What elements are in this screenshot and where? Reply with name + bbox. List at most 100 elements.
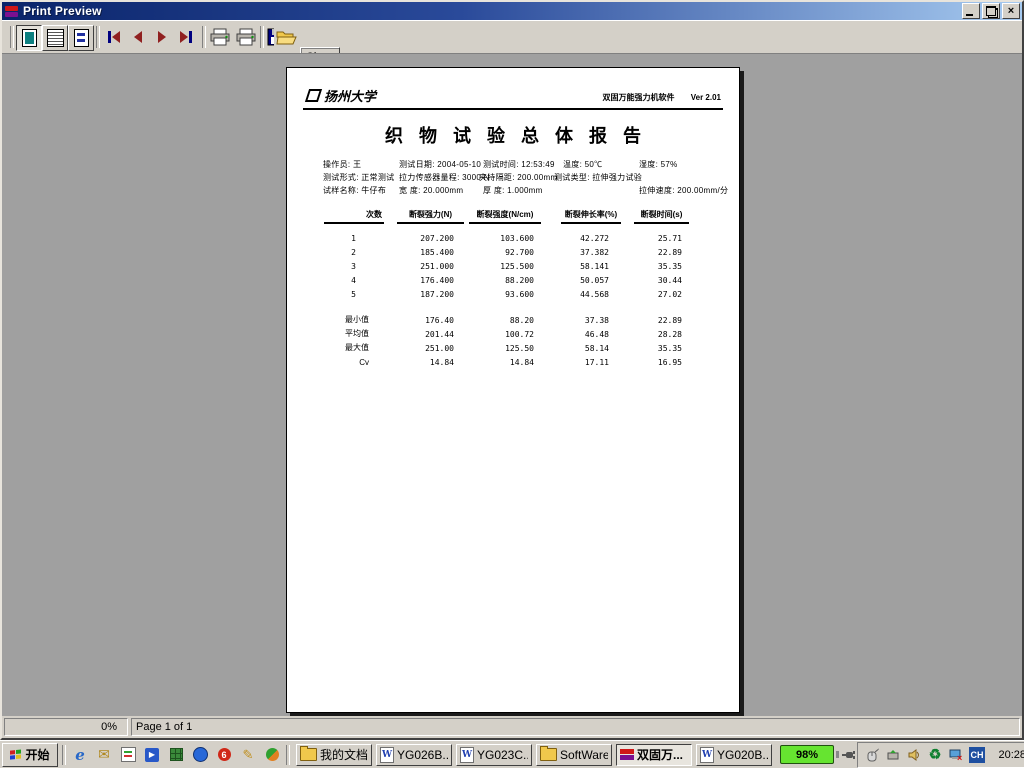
print-button[interactable] bbox=[234, 25, 258, 49]
arrow-right-icon bbox=[180, 31, 188, 43]
input-method-indicator[interactable]: CH bbox=[969, 746, 985, 763]
task-label: YG020B... bbox=[717, 747, 768, 762]
param-sensor-range: 拉力传感器量程: 3000 N bbox=[399, 173, 490, 182]
taskbar-item-yg020b[interactable]: W YG020B... bbox=[696, 743, 772, 766]
toolbar-separator bbox=[202, 26, 206, 48]
media-ball-icon[interactable] bbox=[264, 747, 280, 763]
summary-row-cv: Cv 14.84 14.84 17.11 16.95 bbox=[324, 353, 696, 367]
svg-text:×: × bbox=[957, 753, 962, 762]
cell: 201.44 bbox=[425, 330, 454, 339]
program-grid-icon[interactable] bbox=[168, 747, 184, 763]
cell: 22.89 bbox=[657, 316, 682, 325]
cell: 2 bbox=[351, 248, 356, 257]
load-report-button[interactable] bbox=[274, 25, 298, 49]
cell: 88.200 bbox=[505, 276, 534, 285]
summary-label: 最大值 bbox=[345, 343, 369, 352]
zoom-status-panel: 0% bbox=[4, 718, 128, 736]
ball-icon bbox=[265, 748, 279, 761]
outlook-express-icon[interactable]: ✉ bbox=[98, 746, 110, 762]
param-test-time: 测试时间: 12:53:49 bbox=[483, 160, 555, 169]
last-page-button[interactable] bbox=[174, 25, 198, 49]
taskbar-separator bbox=[286, 744, 290, 765]
param-operator: 操作员: 王 bbox=[323, 160, 362, 169]
internet-explorer-icon[interactable]: e bbox=[75, 745, 85, 764]
cell: 50.057 bbox=[580, 276, 609, 285]
cell: 37.38 bbox=[584, 316, 609, 325]
taskbar-item-shuanggu-active[interactable]: 双固万... bbox=[616, 743, 692, 766]
param-temperature: 温度: 50℃ bbox=[563, 160, 603, 169]
param-test-mode: 测试形式: 正常测试 bbox=[323, 173, 395, 182]
param-humidity: 湿度: 57% bbox=[639, 160, 678, 169]
volume-icon[interactable] bbox=[906, 747, 922, 763]
summary-label: 最小值 bbox=[345, 315, 369, 324]
table-body: 1 207.200 103.600 42.272 25.71 2 185.400… bbox=[324, 229, 696, 299]
report-title: 织物试验总体报告 bbox=[385, 126, 657, 146]
zoom-to-fit-button[interactable] bbox=[16, 25, 42, 51]
paint-brush-icon[interactable]: ✎ bbox=[242, 746, 254, 762]
param-test-date: 测试日期: 2004-05-10 bbox=[399, 160, 482, 169]
cell: 187.200 bbox=[420, 290, 454, 299]
antivirus-monitor-icon[interactable]: ♻ bbox=[928, 746, 942, 762]
taskbar-item-yg026b[interactable]: W YG026B... bbox=[376, 743, 452, 766]
taskbar-item-software[interactable]: SoftWare bbox=[536, 743, 612, 766]
cell: 44.568 bbox=[580, 290, 609, 299]
cell: 35.35 bbox=[657, 262, 682, 271]
first-page-button[interactable] bbox=[102, 25, 126, 49]
page-fit-icon bbox=[21, 29, 37, 47]
mouse-icon[interactable] bbox=[864, 747, 880, 763]
cell: 58.14 bbox=[584, 344, 609, 353]
column-header: 断裂伸长率(%) bbox=[561, 209, 621, 224]
column-header: 断裂时间(s) bbox=[634, 209, 689, 224]
media-player-icon[interactable]: ▶ bbox=[144, 747, 160, 763]
window-title: Print Preview bbox=[23, 4, 102, 18]
text-editor-icon[interactable] bbox=[120, 747, 136, 763]
report-header-right: 双固万能强力机软件 Ver 2.01 bbox=[603, 92, 721, 103]
cell: 16.95 bbox=[657, 358, 682, 367]
cell: 125.500 bbox=[500, 262, 534, 271]
word-document-icon: W bbox=[380, 746, 394, 763]
table-header-row: 次数 断裂强力(N) 断裂强度(N/cm) 断裂伸长率(%) 断裂时间(s) bbox=[324, 210, 696, 224]
taskbar-item-my-documents[interactable]: 我的文档 bbox=[296, 743, 372, 766]
flashget-icon[interactable]: 6 bbox=[216, 747, 232, 763]
minimize-button[interactable] bbox=[962, 3, 980, 19]
printer-setup-button[interactable] bbox=[208, 25, 232, 49]
taskbar: 开始 e ✉ ▶ 6 ✎ 我的文档 W YG026B... W bbox=[0, 740, 1024, 768]
title-bar[interactable]: Print Preview × bbox=[2, 2, 1022, 20]
restore-button[interactable] bbox=[982, 3, 1000, 19]
status-bar: 0% Page 1 of 1 bbox=[2, 716, 1022, 738]
cell: 22.89 bbox=[657, 248, 682, 257]
preview-workspace: 扬州大学 双固万能强力机软件 Ver 2.01 织物试验总体报告 操作员: 王 … bbox=[2, 53, 1022, 717]
cell: 88.20 bbox=[509, 316, 534, 325]
cell: 93.600 bbox=[505, 290, 534, 299]
cell: 251.000 bbox=[420, 262, 454, 271]
task-label: YG026B... bbox=[397, 747, 448, 762]
battery-tip bbox=[836, 751, 839, 758]
start-button[interactable]: 开始 bbox=[2, 742, 58, 767]
print-queue-icon[interactable] bbox=[885, 747, 901, 763]
zoom-page-width-button[interactable] bbox=[68, 25, 94, 51]
cell: 92.700 bbox=[505, 248, 534, 257]
page-status-panel: Page 1 of 1 bbox=[131, 718, 1020, 736]
task-buttons: 我的文档 W YG026B... W YG023C... SoftWare 双固… bbox=[296, 743, 772, 766]
taskbar-item-yg023c[interactable]: W YG023C... bbox=[456, 743, 532, 766]
start-label: 开始 bbox=[25, 748, 50, 762]
table-row: 4 176.400 88.200 50.057 30.44 bbox=[324, 271, 696, 285]
network-disconnected-icon[interactable]: × bbox=[948, 747, 964, 763]
cell: 30.44 bbox=[657, 276, 682, 285]
param-gauge-length: 夹持隔距: 200.00mm bbox=[479, 173, 558, 182]
play-icon: ▶ bbox=[145, 747, 159, 762]
power-plug-icon bbox=[842, 750, 855, 759]
next-page-button[interactable] bbox=[150, 25, 174, 49]
university-logo-icon bbox=[304, 89, 323, 102]
close-window-button[interactable]: × bbox=[1002, 3, 1020, 19]
zoom-100-button[interactable] bbox=[42, 25, 68, 51]
clock-icon bbox=[192, 747, 208, 762]
param-sample-name: 试样名称: 牛仔布 bbox=[323, 186, 387, 195]
task-label: SoftWare bbox=[560, 747, 608, 762]
battery-meter[interactable]: 98% bbox=[780, 745, 857, 764]
cell: 185.400 bbox=[420, 248, 454, 257]
prior-page-button[interactable] bbox=[126, 25, 150, 49]
blue-clock-icon[interactable] bbox=[192, 747, 208, 763]
printer-setup-icon bbox=[210, 28, 230, 46]
cell: 176.400 bbox=[420, 276, 454, 285]
